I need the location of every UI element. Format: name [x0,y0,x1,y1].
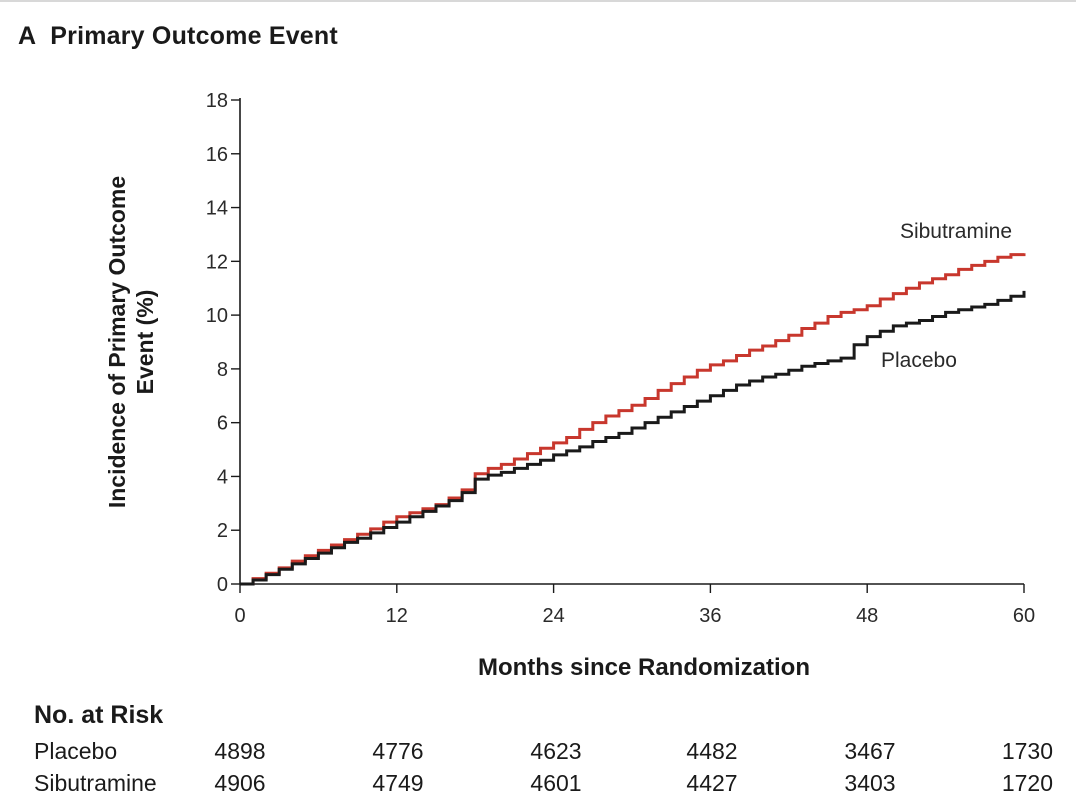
risk-cell: 3467 [844,738,896,764]
risk-cell: 4749 [372,770,424,796]
risk-cell: 1730 [1001,738,1053,764]
risk-table-title: No. at Risk [34,701,164,729]
risk-cell: 4482 [686,738,738,764]
x-axis-label: Months since Randomization [478,654,810,681]
y-tick-label: 14 [206,198,228,220]
x-tick-label: 48 [856,605,878,627]
x-tick-label: 60 [1013,605,1035,627]
placebo-line [240,290,1026,586]
y-tick-label: 10 [206,305,228,327]
sibutramine-annotation: Sibutramine [900,220,1012,243]
y-tick-label: 0 [217,574,228,596]
y-tick-label: 18 [206,90,228,112]
risk-row-label: Placebo [34,738,118,764]
risk-cell: 3403 [844,770,896,796]
y-tick-label: 6 [217,413,228,435]
risk-row-sibutramine: Sibutramine 4906 4749 4601 4427 3403 172… [0,770,1076,800]
panel-letter: A [18,22,37,50]
panel-title: A Primary Outcome Event [18,22,338,51]
sibutramine-line [240,253,1026,586]
risk-cell: 4906 [214,770,266,796]
risk-cell: 4776 [372,738,424,764]
risk-cell: 4427 [686,770,738,796]
risk-row-placebo: Placebo 4898 4776 4623 4482 3467 1730 [0,738,1076,768]
y-tick-label: 16 [206,144,228,166]
y-tick-label: 4 [217,466,228,488]
placebo-annotation: Placebo [881,349,957,372]
x-tick-label: 0 [234,605,245,627]
x-tick-label: 12 [386,605,408,627]
risk-cell: 4601 [530,770,582,796]
top-divider [0,0,1076,2]
panel-title-text: Primary Outcome Event [50,22,338,50]
y-tick-label: 8 [217,359,228,381]
risk-cell: 4898 [214,738,266,764]
y-axis-label: Incidence of Primary OutcomeEvent (%) [104,176,158,508]
y-tick-label: 12 [206,251,228,273]
risk-row-label: Sibutramine [34,770,157,796]
x-tick-label: 36 [699,605,721,627]
risk-cell: 4623 [530,738,582,764]
x-tick-label: 24 [542,605,564,627]
risk-cell: 1720 [1001,770,1053,796]
y-tick-label: 2 [217,520,228,542]
